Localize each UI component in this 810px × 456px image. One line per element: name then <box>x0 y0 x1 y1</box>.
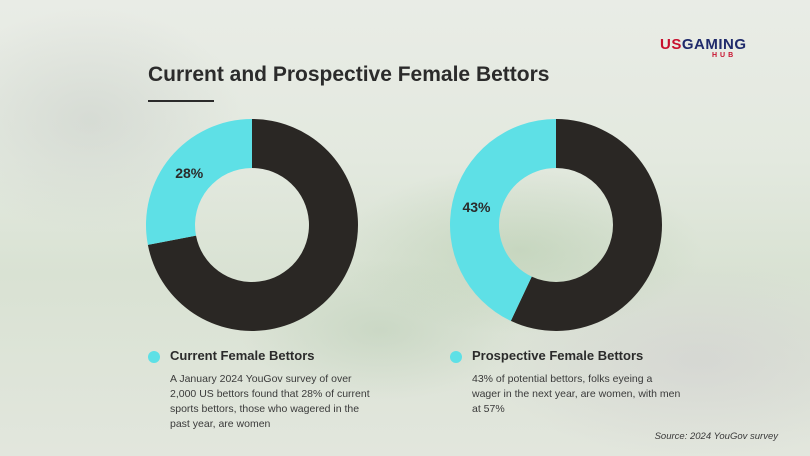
source-note: Source: 2024 YouGov survey <box>654 431 778 442</box>
donut-charts: 28% 43% <box>146 119 662 332</box>
donut-0-slice-other <box>147 119 358 332</box>
logo-hub-text: HUB <box>712 52 737 59</box>
legend-swatch-prospective <box>450 351 462 363</box>
donut-0-data-label: 28% <box>175 165 204 181</box>
legend-swatch-current <box>148 351 160 363</box>
donut-1-slice-other <box>510 119 662 331</box>
title-underline <box>148 100 214 102</box>
legend-description-current: A January 2024 YouGov survey of over 2,0… <box>170 373 370 430</box>
usgaminghub-logo: USGAMING HUB <box>660 36 770 64</box>
legend-title-prospective: Prospective Female Bettors <box>472 348 644 363</box>
logo-us-text: US <box>660 36 682 53</box>
donut-1-slice-female <box>450 119 556 321</box>
legend-title-current: Current Female Bettors <box>170 348 315 363</box>
donut-0-slice-female <box>146 119 252 245</box>
legend-description-prospective: 43% of potential bettors, folks eyeing a… <box>472 373 681 415</box>
page-title: Current and Prospective Female Bettors <box>148 63 550 86</box>
donut-1-data-label: 43% <box>462 199 491 215</box>
logo-gaming-text: GAMING <box>681 36 747 53</box>
